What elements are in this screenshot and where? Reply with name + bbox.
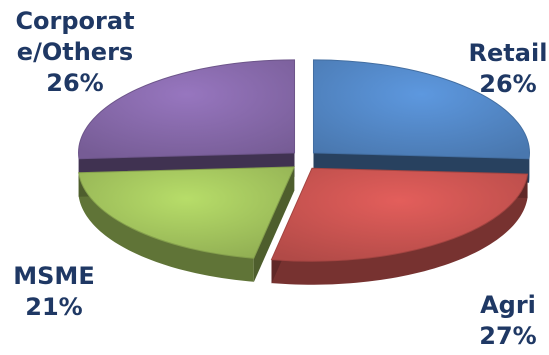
slice-percent-msme: 21%	[25, 293, 83, 321]
slice-percent-retail: 26%	[479, 70, 537, 98]
pie-slice-agri	[270, 167, 529, 285]
slice-name-msme: MSME	[13, 262, 95, 290]
slice-label-msme: MSME 21%	[4, 261, 104, 323]
slice-label-agri: Agri 27%	[458, 290, 549, 352]
slice-name-agri: Agri	[480, 291, 536, 319]
slice-name-corporate-line2: e/Others	[16, 38, 134, 66]
slice-label-retail: Retail 26%	[458, 38, 549, 100]
slice-percent-agri: 27%	[479, 322, 537, 350]
slice-name-retail: Retail	[468, 39, 548, 67]
slice-name-corporate-line1: Corporat	[15, 7, 135, 35]
slice-percent-corporate-others: 26%	[46, 69, 104, 97]
slice-label-corporate-others: Corporat e/Others 26%	[0, 6, 150, 99]
pie-slice-msme	[78, 166, 296, 283]
